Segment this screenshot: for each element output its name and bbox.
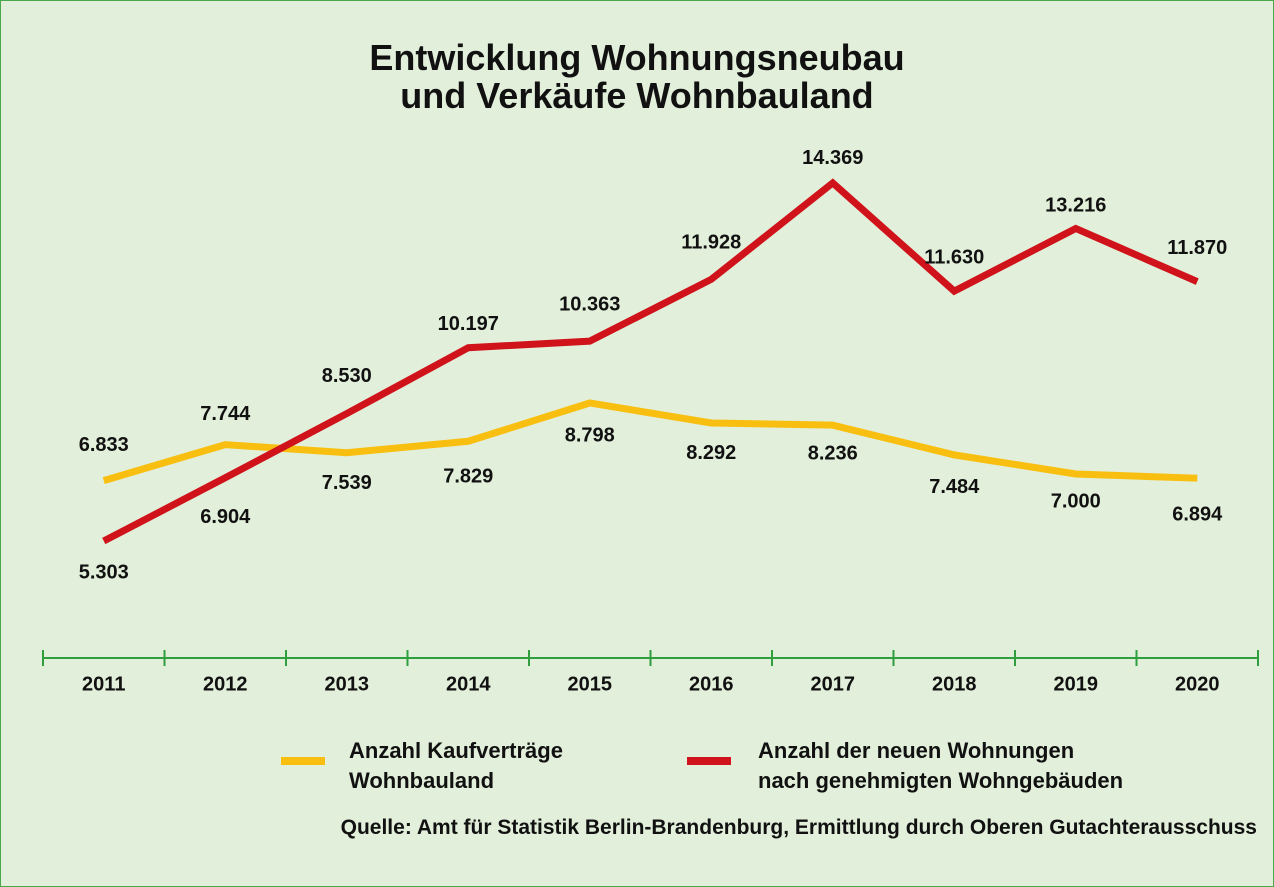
data-label: 8.236 xyxy=(808,442,858,464)
legend-label: Anzahl Kaufverträge Wohnbauland xyxy=(349,738,563,793)
data-label: 7.539 xyxy=(322,472,372,494)
data-label: 5.303 xyxy=(79,561,129,583)
x-tick-label: 2011 xyxy=(82,673,125,695)
data-label: 11.630 xyxy=(924,246,984,268)
x-tick-label: 2018 xyxy=(932,673,977,695)
source-note: Quelle: Amt für Statistik Berlin-Branden… xyxy=(340,816,1257,839)
x-tick-label: 2012 xyxy=(203,673,248,695)
x-tick-label: 2014 xyxy=(446,673,491,695)
data-label: 13.216 xyxy=(1045,195,1106,217)
data-label: 6.904 xyxy=(200,506,251,528)
legend-swatch xyxy=(281,757,325,765)
data-label: 8.530 xyxy=(322,365,372,387)
data-label: 6.833 xyxy=(79,434,129,456)
series-line xyxy=(102,399,1198,484)
data-label: 11.870 xyxy=(1167,237,1227,259)
data-label: 11.928 xyxy=(681,232,741,254)
series-line xyxy=(102,178,1199,545)
data-label: 7.829 xyxy=(443,466,493,488)
data-label: 10.197 xyxy=(438,313,499,335)
x-tick-label: 2015 xyxy=(568,673,613,695)
x-tick-label: 2017 xyxy=(811,673,856,695)
chart-title: Entwicklung Wohnungsneubau und Verkäufe … xyxy=(369,37,905,116)
legend-label: Anzahl der neuen Wohnungen nach genehmig… xyxy=(758,738,1124,793)
x-tick-label: 2019 xyxy=(1054,673,1099,695)
data-label: 14.369 xyxy=(802,147,863,169)
data-label: 6.894 xyxy=(1172,503,1223,525)
data-label: 10.363 xyxy=(559,293,620,315)
data-label: 8.292 xyxy=(686,442,736,464)
x-tick-label: 2016 xyxy=(689,673,734,695)
x-tick-label: 2013 xyxy=(325,673,370,695)
x-tick-label: 2020 xyxy=(1175,673,1220,695)
legend-swatch xyxy=(687,757,731,765)
data-label: 7.484 xyxy=(929,476,980,498)
data-label: 7.000 xyxy=(1051,490,1101,512)
data-label: 8.798 xyxy=(565,424,615,446)
data-label: 7.744 xyxy=(200,403,251,425)
